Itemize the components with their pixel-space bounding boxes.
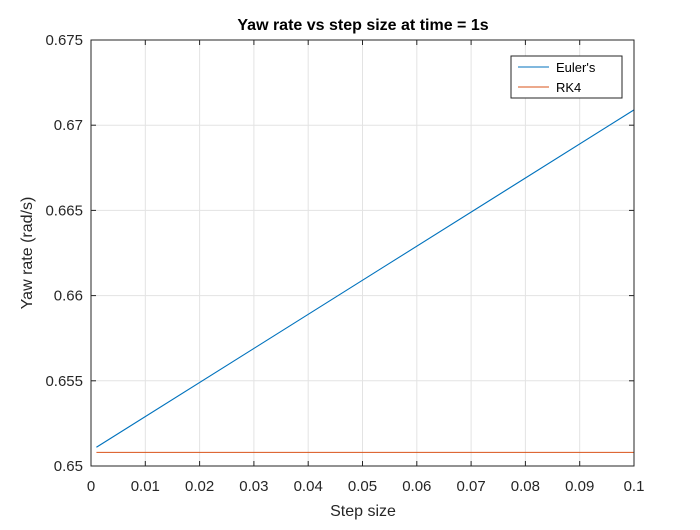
chart-title: Yaw rate vs step size at time = 1s <box>237 17 488 34</box>
ticks: 0 0.01 0.02 0.03 0.04 0.05 0.06 0.07 0.08 0.09 0.1… <box>45 32 644 495</box>
y-tick-label: 0.65 <box>54 458 83 475</box>
grid <box>91 40 634 466</box>
x-tick-label: 0.03 <box>239 478 268 495</box>
x-tick-label: 0.02 <box>185 478 214 495</box>
x-axis-label: Step size <box>330 503 396 520</box>
legend-label-rk4: RK4 <box>556 80 581 95</box>
x-tick-label: 0 <box>87 478 95 495</box>
x-tick-label: 0.05 <box>348 478 377 495</box>
y-axis-label: Yaw rate (rad/s) <box>19 197 36 310</box>
legend-box <box>510 55 623 99</box>
x-tick-label: 0.01 <box>131 478 160 495</box>
x-tick-label: 0.09 <box>565 478 594 495</box>
y-tick-label: 0.675 <box>45 32 83 49</box>
series-line-eulers <box>96 109 635 448</box>
x-tick-label: 0.06 <box>402 478 431 495</box>
y-tick-label: 0.665 <box>45 202 83 219</box>
series-group <box>96 109 635 453</box>
y-tick-label: 0.67 <box>54 117 83 134</box>
x-tick-label: 0.08 <box>511 478 540 495</box>
legend-label-eulers: Euler's <box>556 60 596 75</box>
y-tick-label: 0.655 <box>45 373 83 390</box>
x-tick-label: 0.1 <box>624 478 645 495</box>
x-tick-label: 0.04 <box>294 478 323 495</box>
y-tick-label: 0.66 <box>54 288 83 305</box>
legend: Euler's RK4 <box>510 55 623 99</box>
x-tick-label: 0.07 <box>456 478 485 495</box>
